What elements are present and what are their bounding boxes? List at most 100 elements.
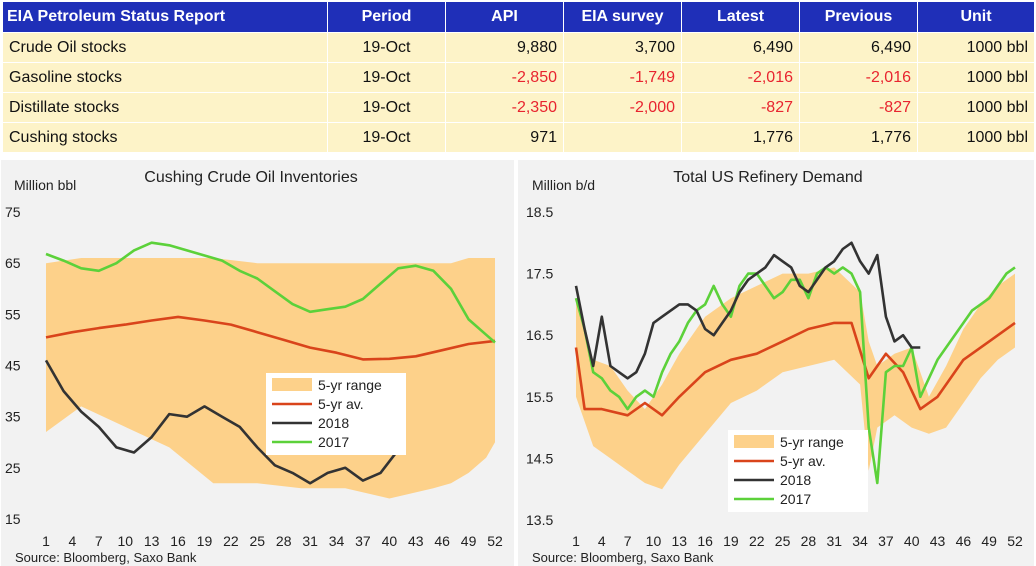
row-period: 19-Oct xyxy=(327,122,446,153)
cushing-x-tick-label: 7 xyxy=(95,533,103,549)
header-report: EIA Petroleum Status Report xyxy=(2,1,328,33)
cushing-x-tick-label: 16 xyxy=(170,533,186,549)
refinery-x-tick-label: 31 xyxy=(826,533,842,549)
row-api: 971 xyxy=(445,122,564,153)
row-survey: -2,000 xyxy=(563,92,682,123)
cushing-x-tick-label: 13 xyxy=(144,533,160,549)
row-name: Gasoline stocks xyxy=(2,62,328,93)
refinery-demand-chart: Total US Refinery Demand Million b/d 18.5 1… xyxy=(518,160,1034,566)
refinery-x-tick-label: 34 xyxy=(852,533,868,549)
refinery-x-tick-label: 22 xyxy=(749,533,765,549)
refinery-x-tick-label: 13 xyxy=(672,533,688,549)
refinery-x-tick-label: 7 xyxy=(624,533,632,549)
refinery-series-2018-line xyxy=(574,241,921,380)
cushing-x-tick-label: 10 xyxy=(117,533,133,549)
cushing-x-tick-label: 19 xyxy=(197,533,213,549)
cushing-x-tick-label: 52 xyxy=(487,533,503,549)
row-latest: -827 xyxy=(681,92,800,123)
refinery-y-tick-label: 15.5 xyxy=(526,389,553,405)
row-name: Crude Oil stocks xyxy=(2,32,328,63)
cushing-x-tick-label: 43 xyxy=(408,533,424,549)
row-unit: 1000 bbl xyxy=(917,92,1035,123)
header-previous: Previous xyxy=(799,1,918,33)
cushing-x-tick-label: 40 xyxy=(382,533,398,549)
cushing-legend-swatch-range xyxy=(272,378,312,391)
refinery-x-tick-label: 28 xyxy=(801,533,817,549)
cushing-x-tick-label: 46 xyxy=(434,533,450,549)
row-api: 9,880 xyxy=(445,32,564,63)
refinery-legend-label-range: 5-yr range xyxy=(780,434,844,450)
refinery-x-tick-label: 49 xyxy=(981,533,997,549)
cushing-y-tick-label: 25 xyxy=(5,460,21,476)
cushing-x-tick-label: 31 xyxy=(302,533,318,549)
row-previous: 6,490 xyxy=(799,32,918,63)
table-header-row: EIA Petroleum Status Report Period API E… xyxy=(2,1,1035,33)
refinery-x-tick-label: 16 xyxy=(697,533,713,549)
cushing-inventories-chart: Cushing Crude Oil Inventories Million bbl… xyxy=(1,160,514,566)
table-row: Crude Oil stocks 19-Oct 9,880 3,700 6,49… xyxy=(2,32,1035,63)
refinery-legend-label-y2017: 2017 xyxy=(780,491,811,507)
cushing-series-avg-line xyxy=(45,315,496,361)
refinery-source-note: Source: Bloomberg, Saxo Bank xyxy=(532,550,714,565)
table-row: Distillate stocks 19-Oct -2,350 -2,000 -… xyxy=(2,92,1035,123)
refinery-legend-label-avg: 5-yr av. xyxy=(780,453,826,469)
refinery-legend-swatch-range xyxy=(734,435,774,448)
refinery-x-tick-label: 37 xyxy=(878,533,894,549)
row-survey: 3,700 xyxy=(563,32,682,63)
row-survey: -1,749 xyxy=(563,62,682,93)
row-latest: 1,776 xyxy=(681,122,800,153)
row-unit: 1000 bbl xyxy=(917,122,1035,153)
refinery-range-area xyxy=(576,267,1015,490)
table-row: Gasoline stocks 19-Oct -2,850 -1,749 -2,… xyxy=(2,62,1035,93)
refinery-y-tick-label: 16.5 xyxy=(526,327,553,343)
row-period: 19-Oct xyxy=(327,92,446,123)
row-previous: 1,776 xyxy=(799,122,918,153)
cushing-legend-label-range: 5-yr range xyxy=(318,377,382,393)
row-survey xyxy=(563,122,682,153)
cushing-y-tick-label: 55 xyxy=(5,306,21,322)
cushing-series-2018-line xyxy=(44,359,400,485)
row-name: Distillate stocks xyxy=(2,92,328,123)
refinery-chart-svg: Total US Refinery Demand Million b/d 18.5 1… xyxy=(526,169,1023,565)
cushing-y-tick-label: 45 xyxy=(5,358,21,374)
row-period: 19-Oct xyxy=(327,62,446,93)
header-latest: Latest xyxy=(681,1,800,33)
cushing-chart-title: Cushing Crude Oil Inventories xyxy=(144,169,357,186)
cushing-source-note: Source: Bloomberg, Saxo Bank xyxy=(15,550,197,565)
cushing-x-tick-label: 34 xyxy=(329,533,345,549)
row-unit: 1000 bbl xyxy=(917,62,1035,93)
refinery-series-2017-line xyxy=(574,266,1016,485)
refinery-x-tick-label: 46 xyxy=(956,533,972,549)
row-api: -2,850 xyxy=(445,62,564,93)
cushing-y-tick-label: 75 xyxy=(5,204,21,220)
refinery-x-tick-label: 43 xyxy=(930,533,946,549)
cushing-x-tick-label: 25 xyxy=(250,533,266,549)
cushing-y-unit-label: Million bbl xyxy=(14,177,76,193)
cushing-y-tick-label: 15 xyxy=(5,511,21,527)
row-unit: 1000 bbl xyxy=(917,32,1035,63)
refinery-x-tick-label: 19 xyxy=(723,533,739,549)
cushing-x-tick-label: 4 xyxy=(69,533,77,549)
row-period: 19-Oct xyxy=(327,32,446,63)
cushing-series-2017-line xyxy=(45,241,496,344)
refinery-y-tick-label: 18.5 xyxy=(526,204,553,220)
header-unit: Unit xyxy=(917,1,1035,33)
cushing-x-tick-label: 28 xyxy=(276,533,292,549)
refinery-y-tick-label: 17.5 xyxy=(526,266,553,282)
refinery-legend-label-y2018: 2018 xyxy=(780,472,811,488)
refinery-x-tick-label: 4 xyxy=(598,533,606,549)
cushing-legend-label-avg: 5-yr av. xyxy=(318,396,364,412)
row-name: Cushing stocks xyxy=(2,122,328,153)
cushing-chart-svg: Cushing Crude Oil Inventories Million bbl… xyxy=(5,169,503,565)
refinery-y-tick-label: 14.5 xyxy=(526,450,553,466)
cushing-x-tick-label: 1 xyxy=(42,533,50,549)
header-period: Period xyxy=(327,1,446,33)
row-api: -2,350 xyxy=(445,92,564,123)
refinery-x-tick-label: 40 xyxy=(904,533,920,549)
refinery-y-tick-label: 13.5 xyxy=(526,512,553,528)
refinery-series-avg-line xyxy=(574,321,1016,417)
cushing-y-tick-label: 65 xyxy=(5,255,21,271)
table-row: Cushing stocks 19-Oct 971 1,776 1,776 10… xyxy=(2,122,1035,153)
refinery-x-tick-label: 52 xyxy=(1007,533,1023,549)
refinery-x-tick-label: 1 xyxy=(572,533,580,549)
